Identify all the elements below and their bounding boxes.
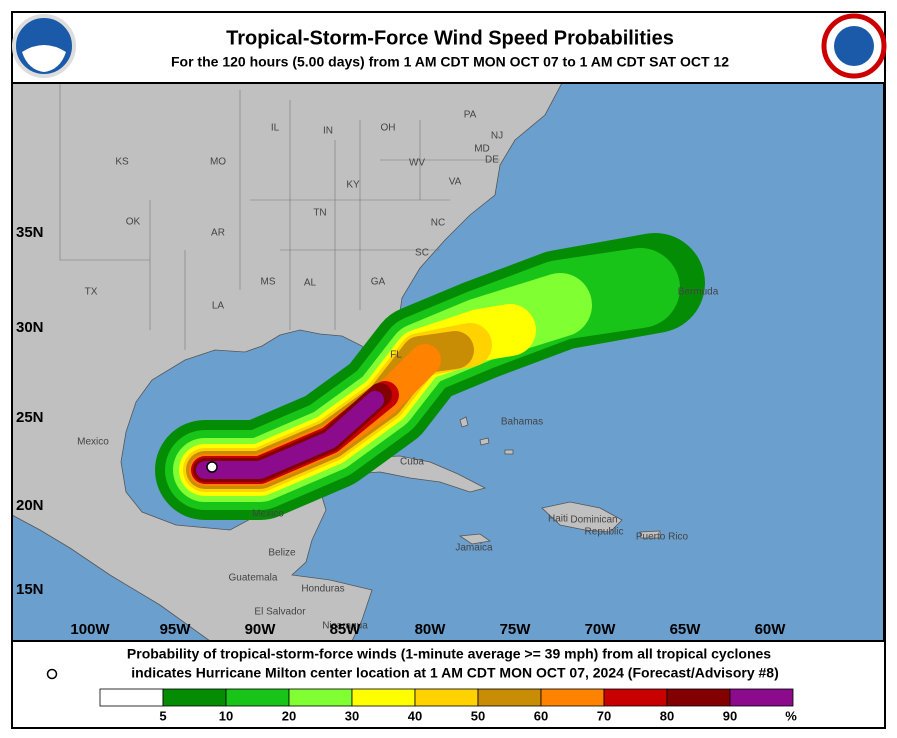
lat-label: 30N	[16, 319, 44, 336]
place-label: Haiti	[548, 514, 568, 525]
place-label: Cuba	[400, 457, 424, 468]
legend-tick: 70	[597, 708, 611, 723]
place-label: VA	[449, 177, 462, 188]
place-label: MD	[474, 144, 490, 155]
place-label: El Salvador	[254, 607, 306, 618]
place-label: Guatemala	[229, 573, 278, 584]
lon-label: 65W	[670, 621, 702, 638]
legend-swatch	[99, 688, 164, 707]
legend-swatch	[351, 688, 416, 707]
legend-tick: 20	[282, 708, 296, 723]
place-label: Belize	[268, 548, 296, 559]
place-label: MS	[261, 277, 276, 288]
probability-swath	[155, 233, 705, 520]
lon-labels: 100W 95W 90W 85W 80W 75W 70W 65W 60W	[70, 621, 786, 638]
lat-label: 25N	[16, 409, 44, 426]
place-label: Honduras	[301, 584, 344, 595]
subtitle: For the 120 hours (5.00 days) from 1 AM …	[171, 54, 729, 70]
place-label: IL	[271, 123, 280, 134]
legend-tick: 40	[408, 708, 422, 723]
legend-swatch	[414, 688, 479, 707]
place-label: DE	[485, 155, 499, 166]
bahamas	[459, 416, 514, 455]
footer-line: Probability of tropical-storm-force wind…	[127, 646, 771, 662]
place-label: NC	[431, 218, 445, 229]
lon-label: 80W	[415, 621, 447, 638]
jamaica	[458, 533, 492, 545]
place-label: Bermuda	[678, 287, 719, 298]
place-label: OH	[381, 123, 396, 134]
legend-tick: 60	[534, 708, 548, 723]
place-label: Mexico	[252, 509, 284, 520]
place-label: TX	[85, 287, 98, 298]
lat-labels: 35N 30N 25N 20N 15N	[16, 224, 44, 598]
legend-swatch	[162, 688, 227, 707]
legend-swatch	[477, 688, 542, 707]
title: Tropical-Storm-Force Wind Speed Probabil…	[226, 27, 674, 49]
place-label: MO	[210, 157, 226, 168]
legend-tick: 80	[660, 708, 674, 723]
legend-tick: 30	[345, 708, 359, 723]
storm-center	[206, 461, 218, 473]
legend-swatch	[540, 688, 605, 707]
hispaniola	[541, 501, 623, 533]
swath-band	[196, 391, 384, 479]
footer-line: indicates Hurricane Milton center locati…	[131, 665, 779, 681]
legend-unit: %	[785, 708, 797, 723]
place-label: TN	[313, 208, 326, 219]
legend-swatch	[666, 688, 731, 707]
place-label: AL	[304, 278, 317, 289]
legend-swatch	[225, 688, 290, 707]
place-label: LA	[212, 301, 225, 312]
map-border	[11, 82, 885, 642]
place-label: KS	[115, 157, 129, 168]
lon-label: 95W	[160, 621, 192, 638]
place-label: SC	[415, 248, 429, 259]
state-borders	[59, 83, 500, 350]
lon-label: 100W	[70, 621, 110, 638]
nws-logo	[821, 13, 887, 79]
map: KS MO IL IN OH PA NJ MD DE KY WV VA OK A…	[12, 83, 884, 641]
place-label: GA	[371, 277, 386, 288]
legend-tick: 10	[219, 708, 233, 723]
lon-label: 70W	[585, 621, 617, 638]
place-label: Bahamas	[501, 417, 543, 428]
lon-label: 75W	[500, 621, 532, 638]
place-label: AR	[211, 228, 225, 239]
legend-swatch	[729, 688, 794, 707]
legend: 5 10 20 30 40 50 60 70 80 90%	[99, 688, 797, 723]
puerto-rico	[639, 530, 661, 539]
place-labels: KS MO IL IN OH PA NJ MD DE KY WV VA OK A…	[77, 110, 719, 632]
place-label: IN	[323, 126, 333, 137]
lon-label: 85W	[330, 621, 362, 638]
place-label: KY	[346, 180, 360, 191]
lat-label: 15N	[16, 581, 44, 598]
lat-label: 35N	[16, 224, 44, 241]
place-label: FL	[390, 350, 402, 361]
place-label: Nicaragua	[322, 621, 368, 632]
legend-tick: 50	[471, 708, 485, 723]
place-label: NJ	[491, 131, 503, 142]
noaa-logo	[12, 14, 76, 78]
place-label: WV	[409, 158, 425, 169]
mainland	[12, 83, 563, 641]
legend-tick: 90	[723, 708, 737, 723]
place-label: Republic	[585, 527, 624, 538]
legend-swatch	[288, 688, 353, 707]
lon-label: 90W	[245, 621, 277, 638]
legend-swatch	[603, 688, 668, 707]
legend-tick: 5	[159, 708, 166, 723]
lat-label: 20N	[16, 497, 44, 514]
place-label: Dominican	[570, 515, 617, 526]
place-label: PA	[464, 110, 477, 121]
place-label: Puerto Rico	[636, 532, 689, 543]
place-label: Jamaica	[455, 543, 493, 554]
lon-label: 60W	[755, 621, 787, 638]
place-label: Mexico	[77, 437, 109, 448]
center-symbol	[46, 668, 58, 680]
place-label: OK	[126, 217, 141, 228]
